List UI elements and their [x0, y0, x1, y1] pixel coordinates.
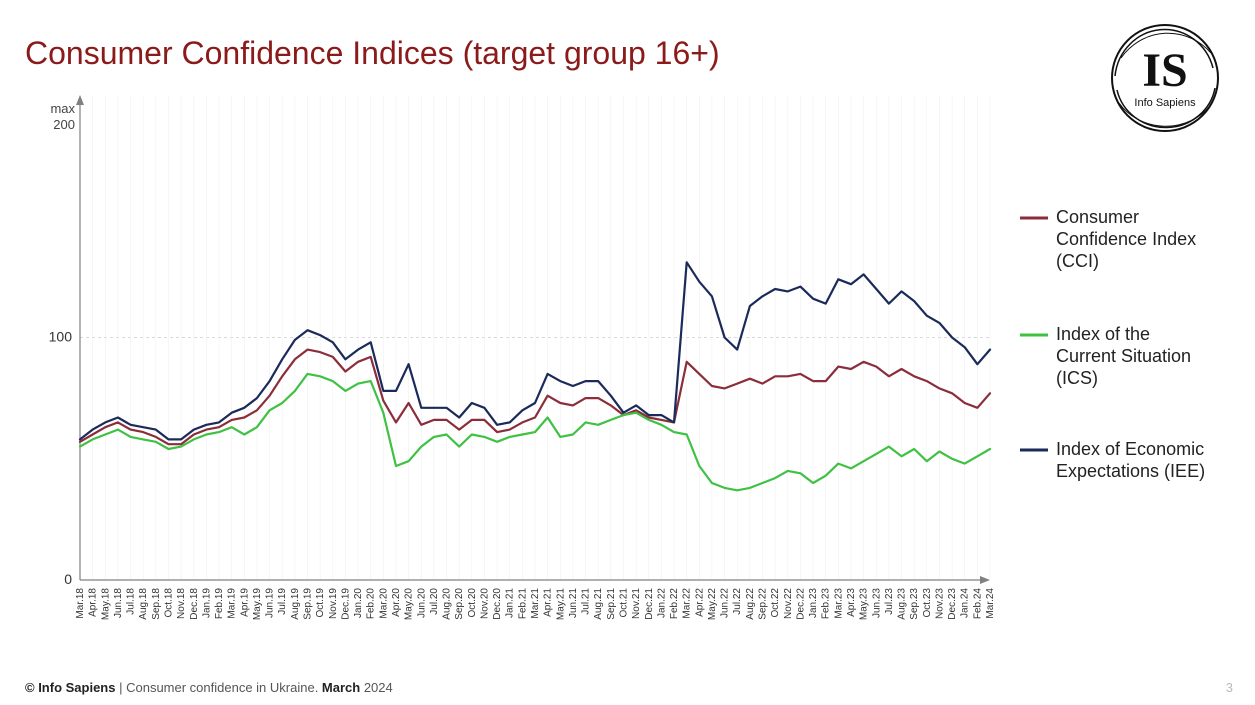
svg-text:0: 0: [64, 571, 72, 587]
x-tick-label: Mar.23: [833, 588, 844, 619]
x-tick-label: Jun.23: [871, 588, 882, 618]
x-tick-label: May.20: [404, 588, 415, 620]
x-tick-label: Mar.20: [378, 588, 389, 619]
svg-text:200: 200: [53, 117, 75, 132]
footer-desc: Consumer confidence in Ukraine.: [126, 680, 322, 695]
legend-label: Confidence Index: [1056, 229, 1196, 249]
x-tick-label: Jun.21: [568, 588, 579, 618]
footer-year: 2024: [360, 680, 393, 695]
page-number: 3: [1226, 680, 1233, 695]
x-tick-label: Jul.23: [884, 588, 895, 615]
x-tick-label: Mar.24: [985, 588, 996, 619]
x-tick-label: Jan.22: [656, 588, 667, 618]
x-tick-label: Oct.23: [922, 588, 933, 618]
x-tick-label: Apr.22: [694, 588, 705, 617]
x-tick-label: Mar.19: [227, 588, 238, 619]
x-tick-label: Nov.19: [328, 588, 339, 619]
svg-text:100: 100: [49, 329, 73, 345]
x-tick-label: Apr.19: [239, 588, 250, 617]
x-tick-label: Jun.20: [416, 588, 427, 618]
x-tick-label: Oct.18: [163, 588, 174, 618]
x-tick-label: Oct.21: [618, 588, 629, 618]
x-tick-label: Dec.19: [340, 588, 351, 620]
legend-label: Index of the: [1056, 324, 1150, 344]
x-tick-label: Feb.22: [669, 588, 680, 620]
x-tick-label: Feb.24: [972, 588, 983, 620]
x-tick-label: Aug.21: [593, 588, 604, 620]
x-tick-label: Dec.18: [189, 588, 200, 620]
x-tick-label: Jul.22: [732, 588, 743, 615]
x-tick-label: Feb.20: [366, 588, 377, 620]
legend-label: Expectations (IEE): [1056, 461, 1205, 481]
x-tick-label: Jan.24: [960, 588, 971, 618]
x-tick-label: Oct.22: [770, 588, 781, 618]
footer-copyright: © Info Sapiens: [25, 680, 115, 695]
x-tick-label: Sep.21: [606, 588, 617, 620]
x-tick-label: Apr.20: [391, 588, 402, 617]
x-tick-label: Sep.20: [454, 588, 465, 620]
x-tick-label: Sep.23: [909, 588, 920, 620]
x-tick-label: Mar.18: [75, 588, 86, 619]
x-tick-label: Aug.22: [745, 588, 756, 620]
x-tick-label: Jul.21: [581, 588, 592, 615]
x-tick-label: Aug.20: [442, 588, 453, 620]
footer-sep: |: [115, 680, 126, 695]
x-tick-label: Apr.21: [543, 588, 554, 617]
x-tick-label: Mar.22: [682, 588, 693, 619]
x-tick-label: Nov.22: [783, 588, 794, 619]
x-tick-label: May.18: [100, 588, 111, 620]
legend-label: Current Situation: [1056, 346, 1191, 366]
x-tick-label: Nov.18: [176, 588, 187, 619]
x-tick-label: May.23: [859, 588, 870, 620]
svg-text:max: max: [50, 101, 75, 116]
x-tick-label: May.22: [707, 588, 718, 620]
x-tick-label: Feb.23: [821, 588, 832, 620]
x-tick-label: May.21: [555, 588, 566, 620]
footer-month: March: [322, 680, 360, 695]
x-tick-label: Feb.19: [214, 588, 225, 620]
x-tick-label: Jun.22: [720, 588, 731, 618]
x-tick-label: Jan.23: [808, 588, 819, 618]
legend-label: (CCI): [1056, 251, 1099, 271]
chart-area: 0 100 max200 Mar.18Apr.18May.18Jun.18Jul.18…: [25, 90, 1230, 660]
x-tick-label: Feb.21: [517, 588, 528, 620]
x-tick-label: Jun.19: [265, 588, 276, 618]
x-tick-label: May.19: [252, 588, 263, 620]
x-tick-label: Sep.18: [151, 588, 162, 620]
x-tick-label: Dec.21: [644, 588, 655, 620]
x-tick-label: Jan.20: [353, 588, 364, 618]
x-tick-label: Sep.22: [758, 588, 769, 620]
x-tick-label: Dec.23: [947, 588, 958, 620]
x-tick-label: Jan.19: [201, 588, 212, 618]
x-tick-label: Jul.18: [126, 588, 137, 615]
x-tick-label: Dec.20: [492, 588, 503, 620]
x-tick-label: Mar.21: [530, 588, 541, 619]
x-tick-label: Apr.18: [88, 588, 99, 617]
x-tick-label: Aug.19: [290, 588, 301, 620]
footer: © Info Sapiens | Consumer confidence in …: [25, 680, 393, 695]
x-tick-label: Jul.20: [429, 588, 440, 615]
chart-title: Consumer Confidence Indices (target grou…: [25, 35, 720, 72]
x-tick-label: Jul.19: [277, 588, 288, 615]
legend-label: Index of Economic: [1056, 439, 1204, 459]
x-tick-label: Nov.23: [934, 588, 945, 619]
x-tick-label: Aug.23: [897, 588, 908, 620]
x-tick-label: Aug.18: [138, 588, 149, 620]
x-tick-label: Jan.21: [505, 588, 516, 618]
legend-label: (ICS): [1056, 368, 1098, 388]
x-tick-label: Dec.22: [795, 588, 806, 620]
x-tick-label: Nov.20: [479, 588, 490, 619]
x-tick-label: Oct.20: [467, 588, 478, 618]
x-tick-label: Apr.23: [846, 588, 857, 617]
legend-label: Consumer: [1056, 207, 1139, 227]
x-tick-label: Jun.18: [113, 588, 124, 618]
x-tick-label: Nov.21: [631, 588, 642, 619]
x-tick-label: Sep.19: [303, 588, 314, 620]
x-tick-label: Oct.19: [315, 588, 326, 618]
